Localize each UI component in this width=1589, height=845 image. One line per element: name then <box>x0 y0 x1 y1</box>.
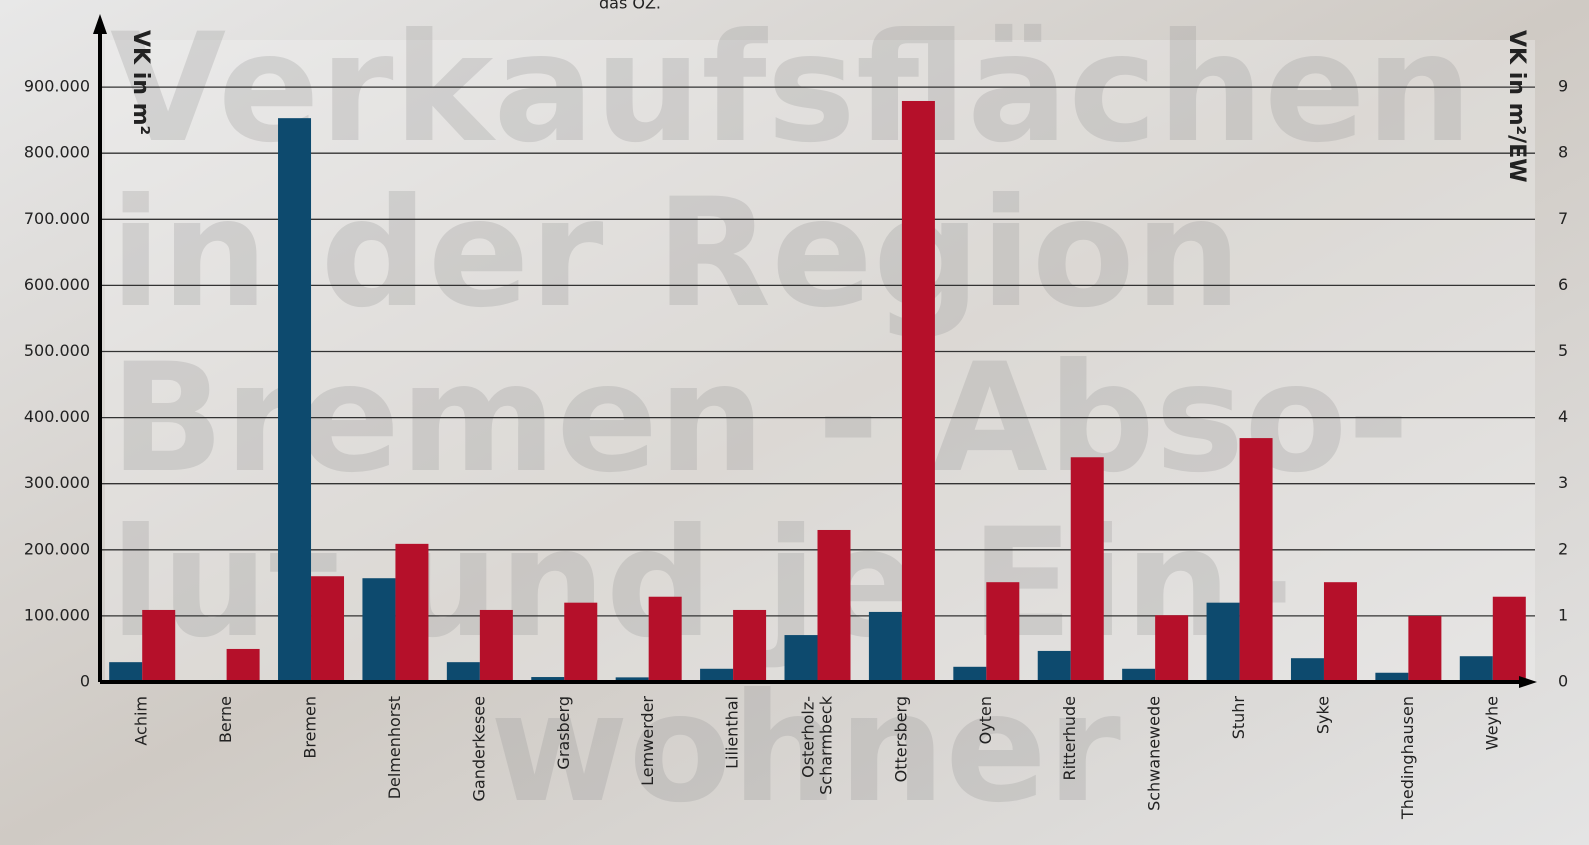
y2-axis-title: VK in m²/EW <box>1504 30 1529 183</box>
bar <box>531 677 565 682</box>
y2-tick-label: 5 <box>1558 341 1568 360</box>
x-tick-label: Ganderkesee <box>469 696 488 801</box>
y-tick-label: 500.000 <box>24 341 90 360</box>
x-tick-label: Grasberg <box>554 696 573 770</box>
bar <box>479 609 513 682</box>
bar <box>564 602 598 682</box>
x-tick-label: Delmenhorst <box>385 696 404 799</box>
x-tick-label: Ritterhude <box>1060 696 1079 781</box>
x-tick-label: Schwanewede <box>1145 696 1164 811</box>
bar <box>1239 438 1273 682</box>
x-tick-label: Osterholz-Scharmbeck <box>798 695 835 795</box>
bar <box>615 677 649 682</box>
x-tick-label: Lilienthal <box>723 696 742 769</box>
note: das OZ. <box>599 0 661 13</box>
bar <box>1323 582 1357 682</box>
bar <box>1459 656 1493 682</box>
bar <box>648 596 682 682</box>
y2-tick-label: 9 <box>1558 77 1568 96</box>
y-tick-label: 200.000 <box>24 539 90 558</box>
x-tick-label: Bremen <box>301 696 320 759</box>
bar <box>1206 602 1240 682</box>
bar <box>142 609 176 682</box>
bar <box>1070 457 1104 682</box>
x-tick-label: Berne <box>216 696 235 743</box>
bar <box>1122 668 1156 682</box>
y2-tick-label: 2 <box>1558 539 1568 558</box>
bar <box>278 118 312 683</box>
y2-tick-label: 0 <box>1558 672 1568 691</box>
watermark: Bremen - Abso- <box>110 332 1410 506</box>
bar <box>362 578 396 682</box>
x-tick-label: Lemwerder <box>638 696 657 786</box>
bar <box>1408 615 1442 682</box>
bar <box>1375 672 1409 682</box>
bar <box>311 576 345 682</box>
bar <box>1290 658 1324 682</box>
bar <box>901 100 935 682</box>
x-tick-label: Thedinghausen <box>1398 696 1417 820</box>
bar <box>868 611 902 682</box>
y-tick-label: 600.000 <box>24 275 90 294</box>
y2-tick-label: 4 <box>1558 407 1568 426</box>
y-tick-label: 300.000 <box>24 473 90 492</box>
y-axis-arrow <box>93 14 107 34</box>
bar <box>1492 596 1526 682</box>
y2-tick-label: 8 <box>1558 143 1568 162</box>
y-tick-label: 400.000 <box>24 407 90 426</box>
bar <box>817 529 851 682</box>
bar <box>986 582 1020 682</box>
bar <box>109 662 143 682</box>
y-tick-label: 800.000 <box>24 143 90 162</box>
watermark: wohner <box>490 662 1121 836</box>
bar <box>733 609 767 682</box>
y-tick-label: 100.000 <box>24 605 90 624</box>
bar <box>446 662 480 682</box>
bar <box>953 666 987 682</box>
x-axis-arrow <box>1519 676 1537 688</box>
y-axis-title: VK in m² <box>128 30 153 135</box>
y-tick-label: 700.000 <box>24 209 90 228</box>
bar <box>784 635 818 682</box>
x-tick-label: Syke <box>1313 696 1332 734</box>
watermark: Verkaufsflächen <box>110 2 1473 176</box>
bar <box>395 543 429 682</box>
x-tick-label: Oyten <box>976 696 995 744</box>
x-tick-label: Weyhe <box>1482 696 1501 750</box>
y2-tick-label: 1 <box>1558 605 1568 624</box>
bar <box>1155 615 1189 682</box>
y2-tick-label: 6 <box>1558 275 1568 294</box>
x-tick-label: Stuhr <box>1229 696 1248 740</box>
y2-tick-label: 3 <box>1558 473 1568 492</box>
x-tick-label: Achim <box>132 696 151 746</box>
x-tick-label: Ottersberg <box>891 696 910 782</box>
bar <box>1037 650 1071 682</box>
y-tick-label: 900.000 <box>24 77 90 96</box>
bar <box>700 668 734 682</box>
bar <box>226 648 260 682</box>
y-tick-label: 0 <box>80 672 90 691</box>
y2-tick-label: 7 <box>1558 209 1568 228</box>
